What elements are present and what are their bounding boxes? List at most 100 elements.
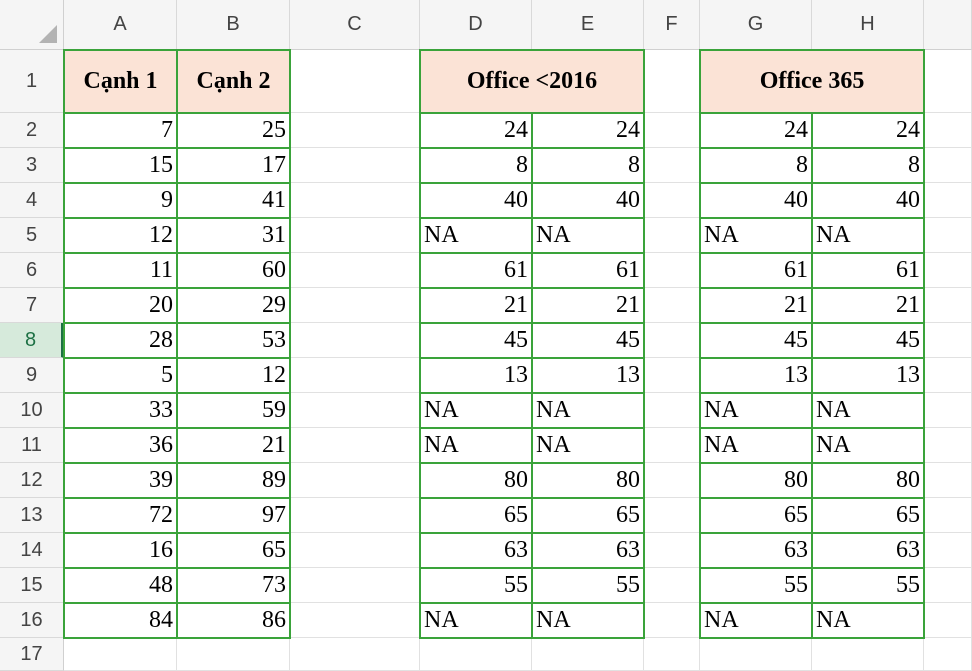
cell-g15[interactable]: 55 bbox=[784, 572, 808, 598]
cell-b7[interactable]: 29 bbox=[262, 292, 286, 318]
row-header-1[interactable]: 1 bbox=[0, 50, 64, 113]
cell-a1-header[interactable]: Cạnh 1 bbox=[64, 50, 177, 113]
row-header-7[interactable]: 7 bbox=[0, 288, 64, 323]
column-header-e[interactable]: E bbox=[532, 0, 644, 50]
cell-a4[interactable]: 9 bbox=[161, 187, 173, 213]
cell-e10[interactable]: NA bbox=[536, 397, 571, 423]
cell-g1-merged-header[interactable]: Office 365 bbox=[700, 50, 924, 113]
cell-d14[interactable]: 63 bbox=[504, 537, 528, 563]
row-header-16[interactable]: 16 bbox=[0, 603, 64, 638]
row-header-4[interactable]: 4 bbox=[0, 183, 64, 218]
cell-d9[interactable]: 13 bbox=[504, 362, 528, 388]
cell-h14[interactable]: 63 bbox=[896, 537, 920, 563]
cell-e15[interactable]: 55 bbox=[616, 572, 640, 598]
row-header-14[interactable]: 14 bbox=[0, 533, 64, 568]
cell-h15[interactable]: 55 bbox=[896, 572, 920, 598]
cell-g9[interactable]: 13 bbox=[784, 362, 808, 388]
cell-b8[interactable]: 53 bbox=[262, 327, 286, 353]
cell-e16[interactable]: NA bbox=[536, 607, 571, 633]
cell-h4[interactable]: 40 bbox=[896, 187, 920, 213]
cell-g8[interactable]: 45 bbox=[784, 327, 808, 353]
cell-h8[interactable]: 45 bbox=[896, 327, 920, 353]
cell-b13[interactable]: 97 bbox=[262, 502, 286, 528]
cell-d15[interactable]: 55 bbox=[504, 572, 528, 598]
select-all-button[interactable] bbox=[0, 0, 64, 50]
row-header-11[interactable]: 11 bbox=[0, 428, 64, 463]
cell-g11[interactable]: NA bbox=[704, 432, 739, 458]
cell-h2[interactable]: 24 bbox=[896, 117, 920, 143]
cell-g13[interactable]: 65 bbox=[784, 502, 808, 528]
cell-e12[interactable]: 80 bbox=[616, 467, 640, 493]
cell-d13[interactable]: 65 bbox=[504, 502, 528, 528]
row-header-3[interactable]: 3 bbox=[0, 148, 64, 183]
cell-h11[interactable]: NA bbox=[816, 432, 851, 458]
cell-a7[interactable]: 20 bbox=[149, 292, 173, 318]
cell-e2[interactable]: 24 bbox=[616, 117, 640, 143]
cell-h12[interactable]: 80 bbox=[896, 467, 920, 493]
cell-b5[interactable]: 31 bbox=[262, 222, 286, 248]
cell-d10[interactable]: NA bbox=[424, 397, 459, 423]
row-header-12[interactable]: 12 bbox=[0, 463, 64, 498]
cell-a13[interactable]: 72 bbox=[149, 502, 173, 528]
cell-g4[interactable]: 40 bbox=[784, 187, 808, 213]
cell-g12[interactable]: 80 bbox=[784, 467, 808, 493]
cell-d16[interactable]: NA bbox=[424, 607, 459, 633]
cell-b1-header[interactable]: Cạnh 2 bbox=[177, 50, 290, 113]
row-header-10[interactable]: 10 bbox=[0, 393, 64, 428]
cell-a9[interactable]: 5 bbox=[161, 362, 173, 388]
cell-a15[interactable]: 48 bbox=[149, 572, 173, 598]
cell-a2[interactable]: 7 bbox=[161, 117, 173, 143]
column-header-c[interactable]: C bbox=[290, 0, 420, 50]
cell-b9[interactable]: 12 bbox=[262, 362, 286, 388]
cell-b11[interactable]: 21 bbox=[262, 432, 286, 458]
column-header-h[interactable]: H bbox=[812, 0, 924, 50]
cell-b15[interactable]: 73 bbox=[262, 572, 286, 598]
cell-d12[interactable]: 80 bbox=[504, 467, 528, 493]
cell-a6[interactable]: 11 bbox=[149, 257, 173, 283]
cell-g3[interactable]: 8 bbox=[796, 152, 808, 178]
cell-d6[interactable]: 61 bbox=[504, 257, 528, 283]
column-header-d[interactable]: D bbox=[420, 0, 532, 50]
cell-d3[interactable]: 8 bbox=[516, 152, 528, 178]
cell-d4[interactable]: 40 bbox=[504, 187, 528, 213]
cell-b2[interactable]: 25 bbox=[262, 117, 286, 143]
cell-h10[interactable]: NA bbox=[816, 397, 851, 423]
cell-h13[interactable]: 65 bbox=[896, 502, 920, 528]
column-header-a[interactable]: A bbox=[64, 0, 177, 50]
cell-h5[interactable]: NA bbox=[816, 222, 851, 248]
row-header-6[interactable]: 6 bbox=[0, 253, 64, 288]
cell-a10[interactable]: 33 bbox=[149, 397, 173, 423]
cell-a11[interactable]: 36 bbox=[149, 432, 173, 458]
cell-e7[interactable]: 21 bbox=[616, 292, 640, 318]
cell-g6[interactable]: 61 bbox=[784, 257, 808, 283]
cell-e11[interactable]: NA bbox=[536, 432, 571, 458]
cell-g14[interactable]: 63 bbox=[784, 537, 808, 563]
cell-h7[interactable]: 21 bbox=[896, 292, 920, 318]
cell-g7[interactable]: 21 bbox=[784, 292, 808, 318]
cell-a16[interactable]: 84 bbox=[149, 607, 173, 633]
row-header-17[interactable]: 17 bbox=[0, 638, 64, 671]
cell-g16[interactable]: NA bbox=[704, 607, 739, 633]
cell-g5[interactable]: NA bbox=[704, 222, 739, 248]
cell-e6[interactable]: 61 bbox=[616, 257, 640, 283]
cell-d7[interactable]: 21 bbox=[504, 292, 528, 318]
cell-d1-merged-header[interactable]: Office <2016 bbox=[420, 50, 644, 113]
cell-a5[interactable]: 12 bbox=[149, 222, 173, 248]
row-header-2[interactable]: 2 bbox=[0, 113, 64, 148]
column-header-f[interactable]: F bbox=[644, 0, 700, 50]
cell-e13[interactable]: 65 bbox=[616, 502, 640, 528]
cell-e8[interactable]: 45 bbox=[616, 327, 640, 353]
cell-h16[interactable]: NA bbox=[816, 607, 851, 633]
row-header-8[interactable]: 8 bbox=[0, 323, 64, 358]
cell-d2[interactable]: 24 bbox=[504, 117, 528, 143]
cell-a3[interactable]: 15 bbox=[149, 152, 173, 178]
cell-b12[interactable]: 89 bbox=[262, 467, 286, 493]
cell-h6[interactable]: 61 bbox=[896, 257, 920, 283]
cell-b3[interactable]: 17 bbox=[262, 152, 286, 178]
cell-h3[interactable]: 8 bbox=[908, 152, 920, 178]
cell-e14[interactable]: 63 bbox=[616, 537, 640, 563]
cell-a12[interactable]: 39 bbox=[149, 467, 173, 493]
cell-g2[interactable]: 24 bbox=[784, 117, 808, 143]
cell-a8[interactable]: 28 bbox=[149, 327, 173, 353]
column-header-b[interactable]: B bbox=[177, 0, 290, 50]
